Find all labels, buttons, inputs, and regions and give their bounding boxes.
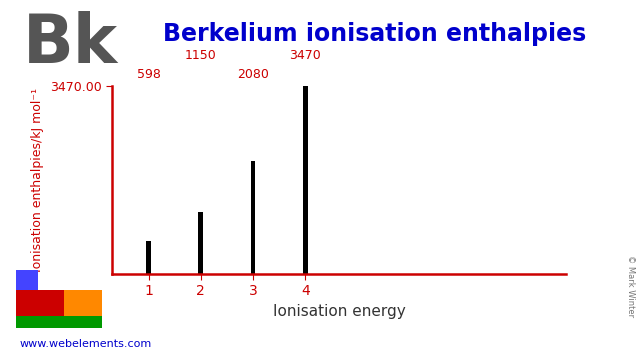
Text: Bk: Bk xyxy=(22,11,118,77)
Text: www.webelements.com: www.webelements.com xyxy=(19,339,152,349)
Bar xyxy=(63,290,102,316)
Bar xyxy=(146,241,151,274)
X-axis label: Ionisation energy: Ionisation energy xyxy=(273,303,406,319)
Bar xyxy=(198,212,203,274)
Text: Berkelium ionisation enthalpies: Berkelium ionisation enthalpies xyxy=(163,22,586,46)
Bar xyxy=(16,316,102,328)
Bar xyxy=(16,270,38,290)
Y-axis label: Ionisation enthalpies/kJ mol⁻¹: Ionisation enthalpies/kJ mol⁻¹ xyxy=(31,88,44,272)
Bar xyxy=(16,290,63,316)
Bar xyxy=(303,86,308,274)
Text: 598: 598 xyxy=(136,68,161,81)
Text: © Mark Winter: © Mark Winter xyxy=(626,255,635,317)
Text: 2080: 2080 xyxy=(237,68,269,81)
Bar xyxy=(251,161,255,274)
Text: 3470: 3470 xyxy=(289,49,321,62)
Text: 1150: 1150 xyxy=(185,49,217,62)
